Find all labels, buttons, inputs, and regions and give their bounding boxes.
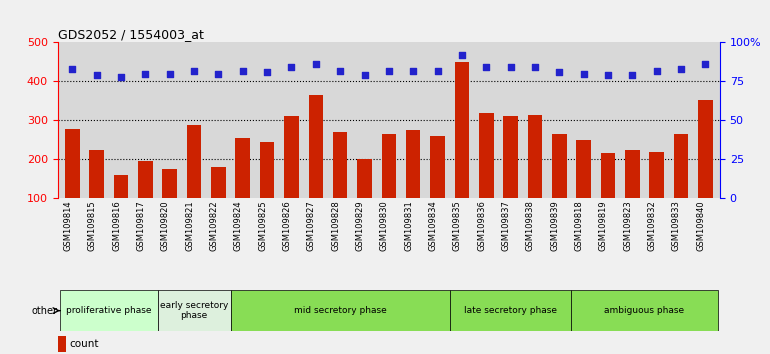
Text: late secretory phase: late secretory phase xyxy=(464,306,557,315)
Bar xyxy=(698,100,713,237)
Point xyxy=(115,74,127,80)
Text: GSM109814: GSM109814 xyxy=(63,200,72,251)
Text: GSM109826: GSM109826 xyxy=(283,200,292,251)
Point xyxy=(139,71,152,76)
Point xyxy=(602,72,614,78)
Text: GSM109830: GSM109830 xyxy=(380,200,389,251)
Text: GSM109833: GSM109833 xyxy=(672,200,681,251)
Text: GSM109831: GSM109831 xyxy=(404,200,413,251)
Point xyxy=(236,68,249,73)
Point xyxy=(407,68,420,73)
Point xyxy=(578,71,590,76)
Point xyxy=(675,66,687,72)
Bar xyxy=(454,62,469,237)
Point xyxy=(699,62,711,67)
Bar xyxy=(430,136,445,237)
Text: GSM109837: GSM109837 xyxy=(501,200,511,251)
Bar xyxy=(625,149,640,237)
Bar xyxy=(504,116,518,237)
Bar xyxy=(309,95,323,237)
Text: GSM109834: GSM109834 xyxy=(429,200,437,251)
Text: GSM109838: GSM109838 xyxy=(526,200,535,251)
Bar xyxy=(211,167,226,237)
Bar xyxy=(58,336,65,352)
Text: GSM109817: GSM109817 xyxy=(136,200,146,251)
Bar xyxy=(649,152,664,237)
Bar xyxy=(187,125,202,237)
Point xyxy=(213,71,225,76)
Point xyxy=(188,68,200,73)
Text: count: count xyxy=(69,339,99,349)
Text: mid secretory phase: mid secretory phase xyxy=(294,306,387,315)
Text: GSM109836: GSM109836 xyxy=(477,200,486,251)
Text: GSM109827: GSM109827 xyxy=(306,200,316,251)
Bar xyxy=(89,150,104,237)
Bar xyxy=(60,290,158,331)
Text: GSM109840: GSM109840 xyxy=(696,200,705,251)
Point xyxy=(66,66,79,72)
Bar xyxy=(571,290,718,331)
Text: GSM109829: GSM109829 xyxy=(356,200,364,251)
Point xyxy=(91,72,103,78)
Point xyxy=(358,72,370,78)
Point xyxy=(651,68,663,73)
Text: GSM109832: GSM109832 xyxy=(648,200,657,251)
Bar xyxy=(357,159,372,237)
Bar xyxy=(601,154,615,237)
Text: other: other xyxy=(32,306,57,316)
Bar xyxy=(450,290,571,331)
Point xyxy=(383,68,395,73)
Point xyxy=(553,69,565,75)
Text: GSM109816: GSM109816 xyxy=(112,200,121,251)
Text: GDS2052 / 1554003_at: GDS2052 / 1554003_at xyxy=(58,28,203,41)
Point xyxy=(456,52,468,58)
Bar xyxy=(236,138,250,237)
Point xyxy=(431,68,444,73)
Text: GSM109821: GSM109821 xyxy=(185,200,194,251)
Text: GSM109839: GSM109839 xyxy=(551,200,559,251)
Bar xyxy=(259,142,274,237)
Bar xyxy=(65,129,79,237)
Point xyxy=(286,64,298,70)
Point xyxy=(310,62,322,67)
Text: GSM109815: GSM109815 xyxy=(88,200,97,251)
Text: GSM109823: GSM109823 xyxy=(623,200,632,251)
Text: GSM109835: GSM109835 xyxy=(453,200,462,251)
Text: GSM109825: GSM109825 xyxy=(258,200,267,251)
Bar xyxy=(284,116,299,237)
Text: GSM109828: GSM109828 xyxy=(331,200,340,251)
Bar xyxy=(552,134,567,237)
Bar xyxy=(674,134,688,237)
Bar xyxy=(406,130,420,237)
Bar xyxy=(479,113,494,237)
Point xyxy=(480,64,492,70)
Text: GSM109824: GSM109824 xyxy=(234,200,243,251)
Bar xyxy=(333,132,347,237)
Text: early secretory
phase: early secretory phase xyxy=(160,301,228,320)
Text: proliferative phase: proliferative phase xyxy=(66,306,152,315)
Bar xyxy=(138,161,152,237)
Point xyxy=(261,69,273,75)
Text: GSM109822: GSM109822 xyxy=(209,200,219,251)
Point xyxy=(529,64,541,70)
Point xyxy=(626,72,638,78)
Text: GSM109820: GSM109820 xyxy=(161,200,169,251)
Bar xyxy=(114,175,129,237)
Text: GSM109818: GSM109818 xyxy=(574,200,584,251)
Text: GSM109819: GSM109819 xyxy=(599,200,608,251)
Bar xyxy=(527,115,542,237)
Bar xyxy=(382,134,396,237)
Bar xyxy=(576,140,591,237)
Point xyxy=(163,71,176,76)
Point xyxy=(334,68,346,73)
Bar xyxy=(158,290,230,331)
Bar xyxy=(230,290,450,331)
Point xyxy=(504,64,517,70)
Text: ambiguous phase: ambiguous phase xyxy=(604,306,685,315)
Bar xyxy=(162,169,177,237)
